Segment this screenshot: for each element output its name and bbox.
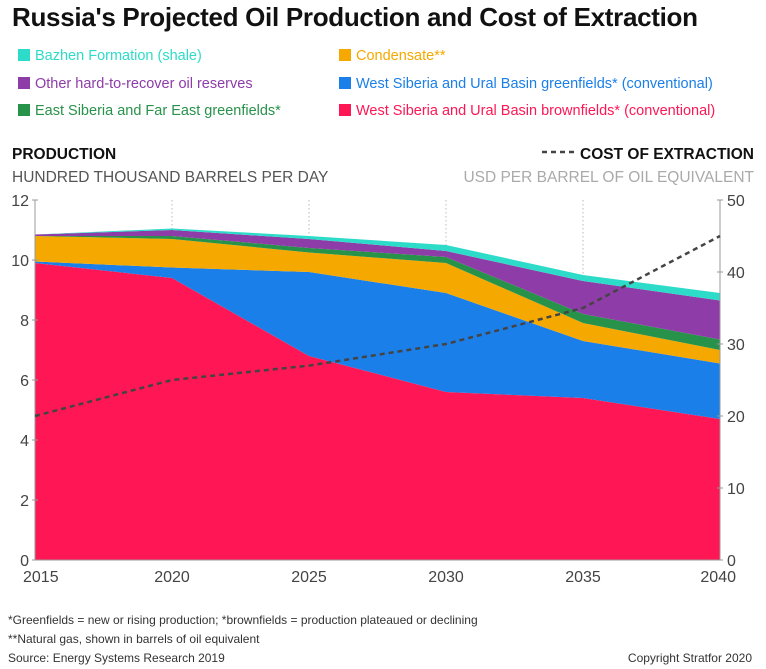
y2-tick-label: 50 xyxy=(727,193,745,210)
legend-swatch xyxy=(339,104,351,116)
legend-label: Other hard-to-recover oil reserves xyxy=(35,76,253,92)
y-tick-label: 0 xyxy=(20,553,29,570)
legend-item: Other hard-to-recover oil reserves xyxy=(18,76,253,92)
x-tick-label: 2035 xyxy=(565,569,601,586)
area-series xyxy=(35,263,720,560)
area-series xyxy=(35,236,720,364)
y2-tick-label: 10 xyxy=(727,481,745,498)
legend-label: West Siberia and Ural Basin brownfields*… xyxy=(356,103,716,119)
x-tick-label: 2040 xyxy=(700,569,736,586)
right-axis-title: COST OF EXTRACTION xyxy=(542,146,754,164)
right-axis-subtitle: USD PER BARREL OF OIL EQUIVALENT xyxy=(463,169,754,186)
copyright-note: Copyright Stratfor 2020 xyxy=(627,651,752,665)
y-tick-label: 8 xyxy=(20,313,29,330)
y-tick-label: 6 xyxy=(20,373,29,390)
y-tick-label: 4 xyxy=(20,433,29,450)
y2-tick-label: 0 xyxy=(727,553,736,570)
x-tick-label: 2030 xyxy=(428,569,464,586)
y2-tick-label: 30 xyxy=(727,337,745,354)
footnote-greenfields: *Greenfields = new or rising production;… xyxy=(8,613,478,627)
area-series xyxy=(35,261,720,419)
legend-item: West Siberia and Ural Basin brownfields*… xyxy=(339,103,715,119)
legend-item: West Siberia and Ural Basin greenfields*… xyxy=(339,76,713,92)
footnote-natural-gas: **Natural gas, shown in barrels of oil e… xyxy=(8,632,260,646)
legend-swatch xyxy=(339,77,351,89)
dashed-line-key-icon xyxy=(542,150,577,154)
legend-swatch xyxy=(339,49,351,61)
legend-swatch xyxy=(18,49,30,61)
legend-item: Condensate** xyxy=(339,48,446,64)
area-series xyxy=(35,228,720,301)
y-tick-label: 10 xyxy=(11,253,29,270)
y-tick-label: 12 xyxy=(11,193,29,210)
left-axis-subtitle: HUNDRED THOUSAND BARRELS PER DAY xyxy=(12,169,329,186)
y-tick-label: 2 xyxy=(20,493,29,510)
right-axis-title-text: COST OF EXTRACTION xyxy=(580,146,754,163)
legend-item: East Siberia and Far East greenfields* xyxy=(18,103,281,119)
legend-item: Bazhen Formation (shale) xyxy=(18,48,202,64)
x-tick-label: 2025 xyxy=(291,569,327,586)
legend-swatch xyxy=(18,104,30,116)
x-tick-label: 2020 xyxy=(154,569,190,586)
legend-label: East Siberia and Far East greenfields* xyxy=(35,103,281,119)
x-tick-label: 2015 xyxy=(23,569,59,586)
legend-label: West Siberia and Ural Basin greenfields*… xyxy=(356,76,713,92)
y2-tick-label: 40 xyxy=(727,265,745,282)
left-axis-title: PRODUCTION xyxy=(12,146,117,163)
legend-label: Bazhen Formation (shale) xyxy=(35,48,202,64)
area-series xyxy=(35,230,720,340)
y2-tick-label: 20 xyxy=(727,409,745,426)
source-note: Source: Energy Systems Research 2019 xyxy=(8,651,225,665)
cost-of-extraction-line xyxy=(34,234,721,418)
legend-label: Condensate** xyxy=(356,48,446,64)
legend-swatch xyxy=(18,77,30,89)
chart-title: Russia's Projected Oil Production and Co… xyxy=(12,2,698,32)
